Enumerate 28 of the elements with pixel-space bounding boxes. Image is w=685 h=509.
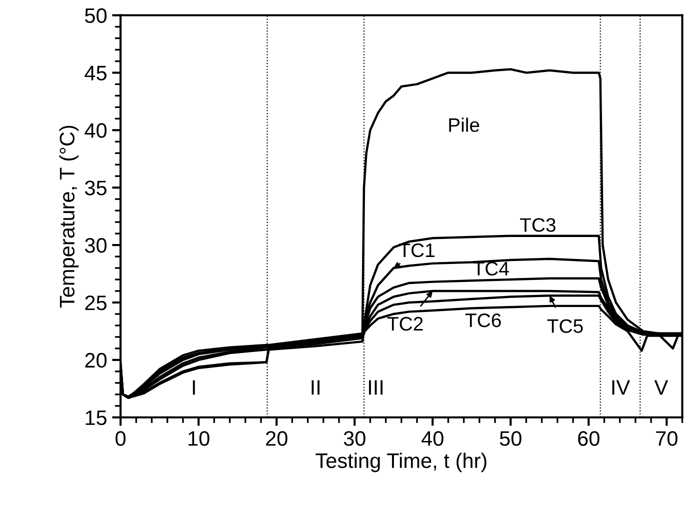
y-axis-title: Temperature, T (°C)	[59, 126, 79, 308]
annotation: TC3	[520, 218, 556, 232]
y-tick-label: 50	[85, 8, 107, 24]
x-tick-label: 30	[344, 431, 366, 446]
y-tick-label: 15	[86, 410, 106, 426]
x-tick-label: 0	[116, 431, 126, 446]
annotation: IV	[612, 380, 630, 395]
x-tick-label: 40	[422, 431, 444, 446]
y-tick-label: 35	[84, 180, 106, 196]
y-tick-label: 45	[84, 66, 106, 80]
annotation: I	[192, 380, 195, 395]
annotation: II	[312, 380, 320, 395]
x-tick-label: 60	[578, 431, 600, 446]
annotation: III	[369, 380, 383, 395]
x-tick-label: 10	[188, 431, 210, 446]
text: Pile	[449, 118, 480, 132]
x-axis-title: Testing Time, t (hr)	[316, 452, 486, 472]
y-tick-label: 40	[84, 123, 107, 138]
x-tick-label: 20	[266, 431, 288, 446]
annotation: TC5	[547, 319, 583, 333]
annotation: TC6	[465, 313, 501, 328]
x-tick-label: 50	[500, 431, 522, 446]
annotation: V	[654, 380, 668, 395]
annotation: TC2	[387, 316, 423, 331]
y-tick-label: 30	[84, 238, 107, 253]
y-tick-label: 25	[85, 295, 106, 310]
x-tick-label: 70	[656, 431, 678, 446]
y-tick-label: 20	[85, 352, 107, 368]
